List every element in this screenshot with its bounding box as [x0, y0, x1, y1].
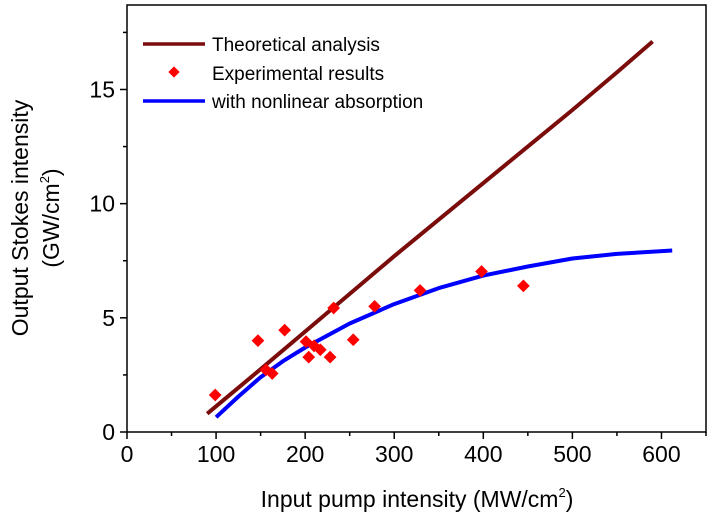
data-point: [208, 388, 222, 402]
x-tick-label: 600: [642, 441, 680, 467]
y-axis-label-line1: Output Stokes intensity: [7, 99, 33, 336]
data-point: [265, 367, 279, 380]
axis-ticks: 0 100 200 300 400 500 600 0 5 10 15: [89, 31, 707, 467]
series-line-2: [214, 248, 673, 419]
data-point: [251, 334, 265, 348]
data-point: [475, 265, 488, 278]
data-point: [323, 350, 337, 364]
data-point: [368, 300, 381, 313]
x-tick-label: 400: [464, 441, 502, 467]
x-tick-label: 500: [553, 441, 591, 467]
legend: Theoretical analysis Experimental result…: [143, 35, 423, 113]
legend-swatch-experimental: [168, 66, 180, 78]
y-axis-label-line2: (GW/cm2): [37, 168, 64, 267]
x-tick-label: 300: [375, 441, 413, 467]
data-point: [278, 323, 292, 337]
data-point: [327, 301, 341, 315]
data-point: [346, 333, 360, 347]
legend-label-theoretical: Theoretical analysis: [212, 35, 380, 56]
y-tick-label: 0: [102, 419, 115, 445]
plot-frame: [126, 4, 707, 433]
data-point: [413, 284, 427, 297]
y-tick-label: 5: [102, 305, 115, 331]
data-point: [517, 279, 530, 293]
legend-label-experimental: Experimental results: [212, 64, 384, 85]
legend-label-nonlinear: with nonlinear absorption: [211, 92, 423, 113]
x-tick-label: 0: [121, 441, 134, 467]
series-line-0: [205, 39, 654, 416]
x-axis-label: Input pump intensity (MW/cm2): [261, 485, 574, 512]
x-tick-label: 100: [197, 441, 235, 467]
data-point: [313, 343, 327, 357]
y-tick-label: 10: [89, 191, 115, 217]
y-tick-label: 15: [89, 76, 115, 102]
x-tick-label: 200: [286, 441, 324, 467]
data-point: [302, 350, 316, 364]
